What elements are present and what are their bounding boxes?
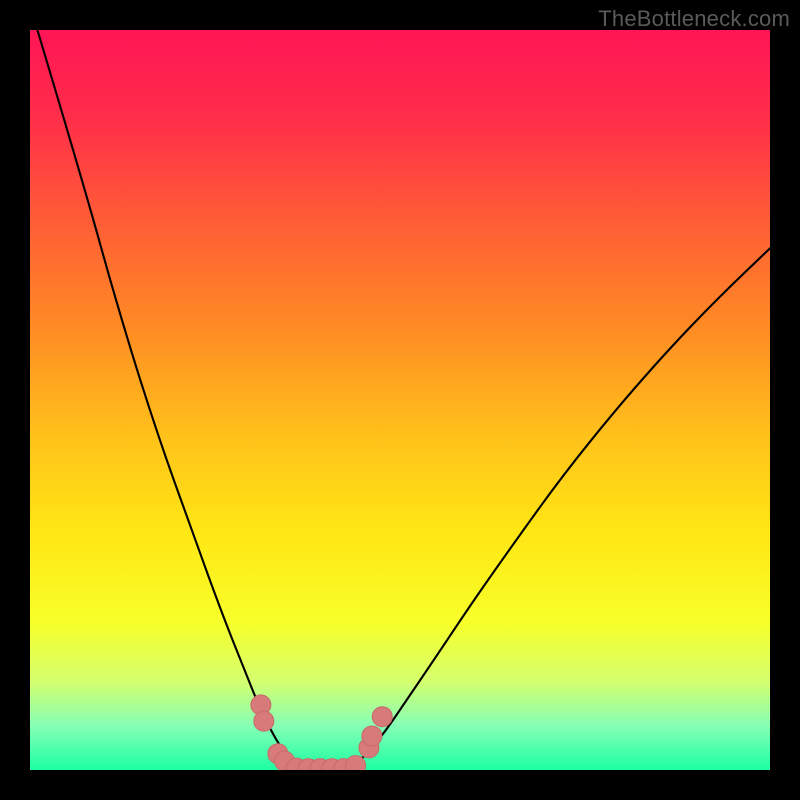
bottleneck-curve-chart <box>30 30 770 770</box>
marker-point <box>362 726 382 746</box>
chart-frame: TheBottleneck.com <box>0 0 800 800</box>
chart-background <box>30 30 770 770</box>
marker-point <box>254 711 274 731</box>
watermark-text: TheBottleneck.com <box>598 6 790 32</box>
marker-point <box>372 707 392 727</box>
chart-svg <box>30 30 770 770</box>
